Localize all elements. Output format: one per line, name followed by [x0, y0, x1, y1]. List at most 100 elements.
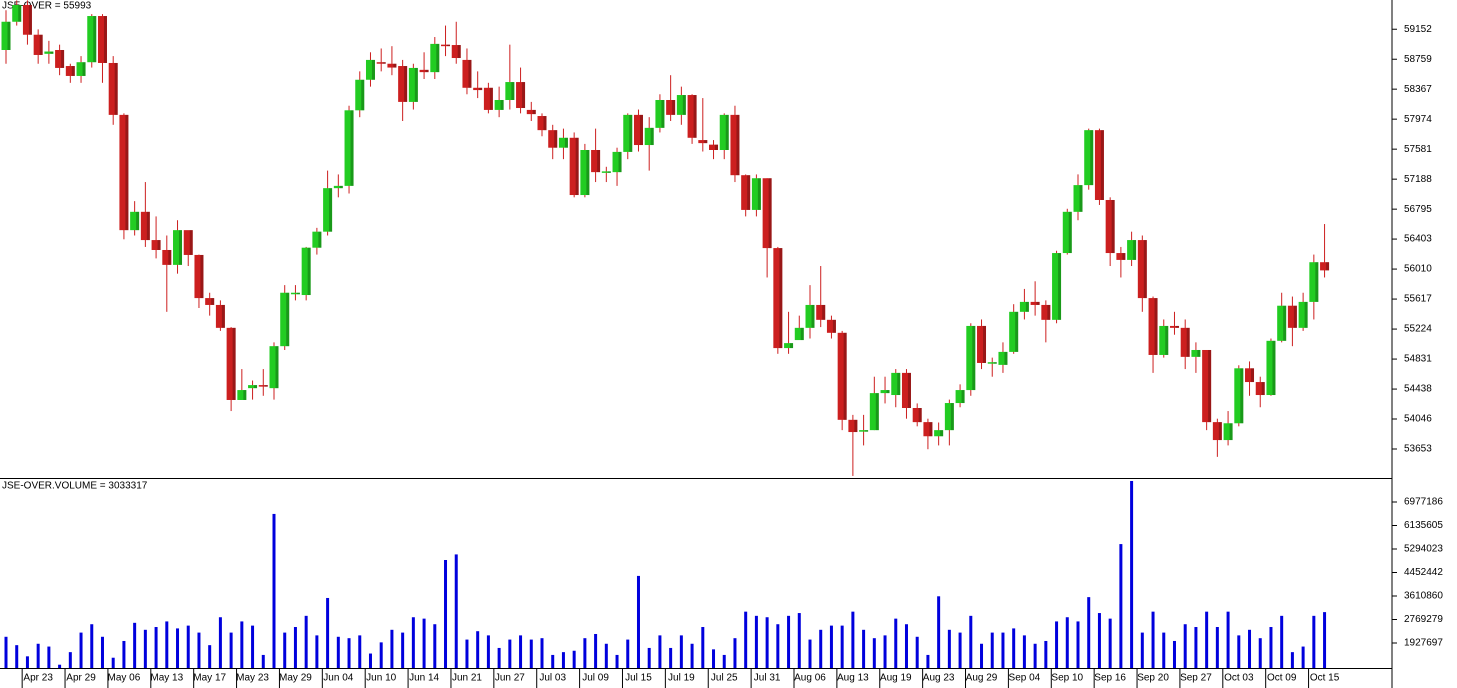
candle-body	[1277, 305, 1287, 341]
candle-shade	[179, 230, 183, 265]
volume-bar	[904, 624, 908, 668]
candle-shade	[93, 16, 97, 63]
candle-shade	[157, 240, 161, 250]
candle-body	[558, 137, 568, 148]
candle-body	[323, 188, 333, 232]
candle-shade	[82, 62, 86, 76]
candle-shade	[125, 114, 129, 231]
volume-bar	[572, 650, 576, 668]
x-tick-label: Apr 29	[66, 673, 96, 684]
candle-body	[891, 372, 901, 396]
candle-body	[473, 87, 483, 91]
candle-shade	[768, 178, 772, 249]
candle-body	[505, 82, 515, 100]
volume-bar	[1140, 632, 1144, 668]
candle-shade	[1036, 301, 1040, 305]
candle-shade	[950, 403, 954, 431]
candle-body	[97, 16, 107, 63]
candle-shade	[414, 67, 418, 102]
candle-body	[1094, 130, 1104, 200]
candle-body	[1309, 262, 1319, 302]
volume-bar	[980, 643, 984, 668]
candle-body	[483, 87, 493, 110]
candle-shade	[307, 247, 311, 296]
candle-body	[162, 249, 172, 265]
volume-bar	[1323, 612, 1327, 668]
candle-shade	[822, 304, 826, 320]
candle-shade	[639, 114, 643, 146]
volume-bar	[990, 632, 994, 668]
candle-body	[741, 175, 751, 210]
volume-bar	[669, 647, 673, 668]
candle-body	[12, 4, 22, 22]
volume-bar	[508, 639, 512, 668]
candle-body	[837, 332, 847, 420]
y-tick-label: 57974	[1404, 114, 1432, 125]
candle-body	[1234, 368, 1244, 424]
candle-body	[901, 372, 911, 409]
volume-bar	[4, 636, 8, 668]
volume-bar	[444, 559, 448, 668]
candle-body	[1041, 304, 1051, 320]
candle-shade	[650, 127, 654, 146]
y-tick-label: 3610860	[1404, 591, 1443, 602]
volume-bar	[251, 625, 255, 668]
candle-shade	[747, 175, 751, 210]
candle-body	[601, 171, 611, 173]
candle-shade	[607, 171, 611, 173]
candle-shade	[918, 408, 922, 423]
candle-body	[1116, 253, 1126, 260]
candle-shade	[554, 130, 558, 148]
volume-bar	[1022, 635, 1026, 668]
volume-bar	[401, 632, 405, 668]
candle-shade	[1186, 327, 1190, 357]
candle-shade	[61, 49, 65, 68]
candle-body	[998, 351, 1008, 365]
candle-shade	[865, 430, 869, 432]
volume-bar	[79, 632, 83, 668]
volume-bar	[154, 627, 158, 668]
volume-bar	[862, 629, 866, 668]
candle-shade	[28, 4, 32, 35]
candle-body	[301, 247, 311, 296]
volume-bar	[433, 624, 437, 668]
candle-shade	[103, 16, 107, 63]
x-tick-label: Jul 09	[582, 673, 609, 684]
volume-bar	[829, 625, 833, 668]
volume-bar	[1248, 629, 1252, 668]
candle-shade	[575, 137, 579, 196]
candle-body	[344, 110, 354, 186]
volume-bar	[872, 638, 876, 668]
candle-body	[730, 114, 740, 176]
candle-body	[1180, 327, 1190, 357]
volume-bar	[422, 618, 426, 668]
candle-shade	[1304, 301, 1308, 328]
candle-body	[1320, 262, 1330, 271]
candle-body	[140, 211, 150, 241]
candle-body	[226, 327, 236, 400]
candle-shade	[404, 66, 408, 102]
candle-shade	[875, 393, 879, 431]
candle-shade	[1326, 262, 1330, 271]
candle-shade	[296, 292, 300, 295]
candle-body	[430, 43, 440, 73]
candle-body	[944, 403, 954, 431]
candle-body	[1287, 305, 1297, 328]
candle-body	[22, 4, 32, 35]
volume-bar	[90, 624, 94, 668]
volume-bar	[636, 575, 640, 668]
candle-shade	[329, 188, 333, 232]
candle-shade	[983, 325, 987, 363]
candle-shade	[672, 99, 676, 115]
volume-bar	[551, 654, 555, 668]
volume-bar	[68, 652, 72, 668]
candle-body	[76, 62, 86, 76]
candle-body	[33, 34, 43, 55]
candle-body	[859, 430, 869, 432]
volume-bar	[218, 617, 222, 668]
candle-body	[1009, 311, 1019, 352]
candle-body	[623, 114, 633, 152]
y-tick-label: 59152	[1404, 24, 1432, 35]
volume-bar	[465, 639, 469, 668]
candle-shade	[1133, 240, 1137, 260]
